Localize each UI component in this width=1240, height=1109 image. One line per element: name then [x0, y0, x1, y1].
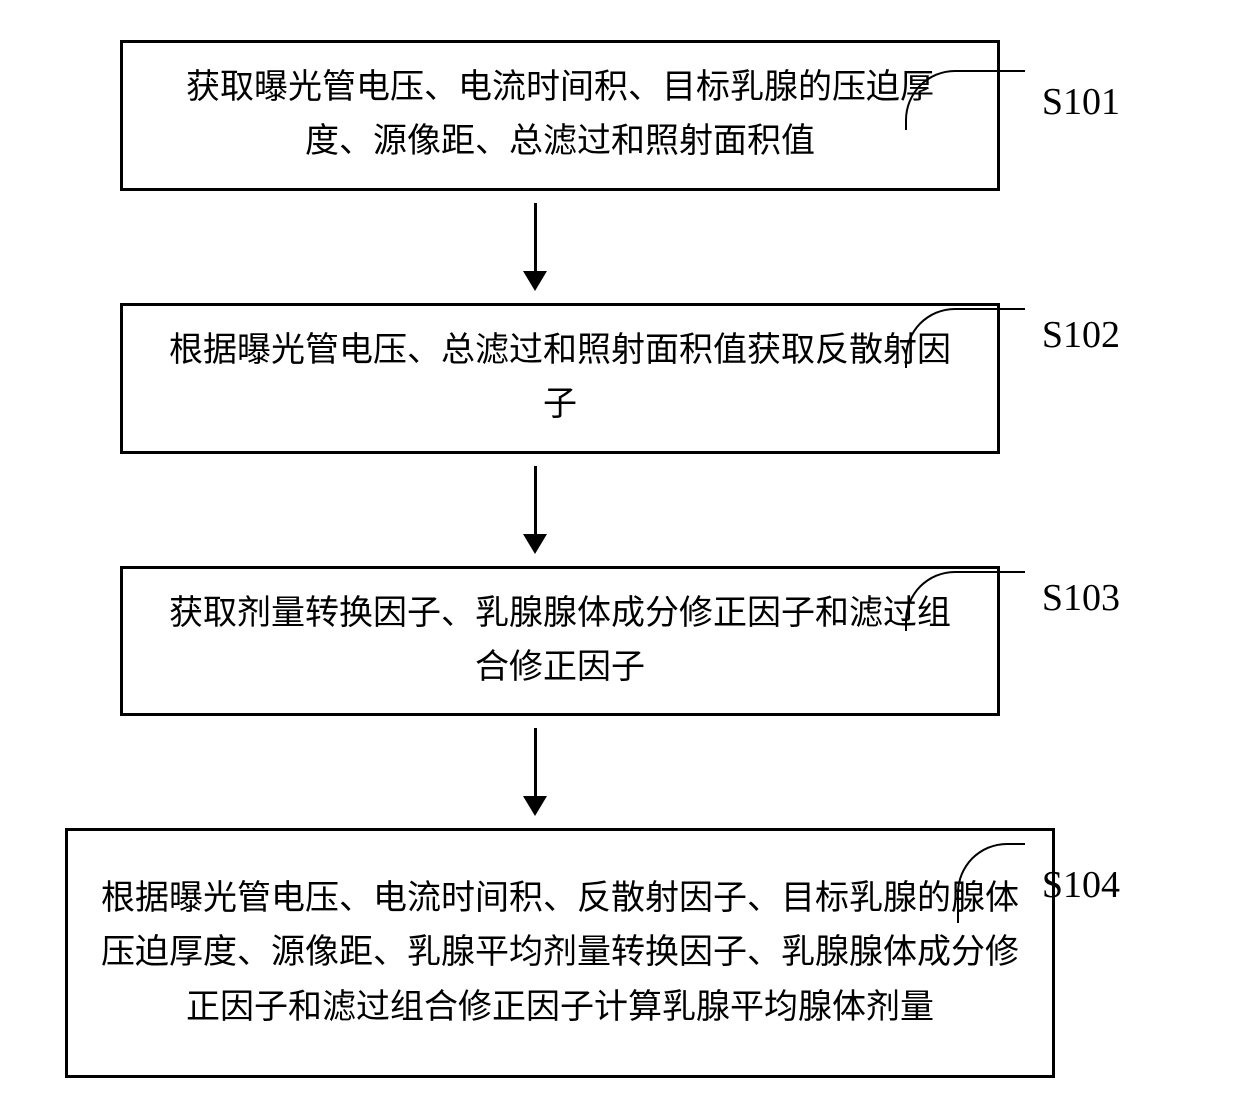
arrow-s102-s103	[523, 466, 547, 554]
step-box-s104: 根据曝光管电压、电流时间积、反散射因子、目标乳腺的腺体压迫厚度、源像距、乳腺平均…	[65, 828, 1055, 1078]
step-container-s103: 获取剂量转换因子、乳腺腺体成分修正因子和滤过组合修正因子 S103	[60, 566, 1180, 717]
arrow-s101-s102	[523, 203, 547, 291]
step-label-s103: S103	[1042, 576, 1120, 620]
arrow-line	[534, 203, 537, 271]
flowchart-container: 获取曝光管电压、电流时间积、目标乳腺的压迫厚度、源像距、总滤过和照射面积值 S1…	[60, 40, 1180, 1078]
arrow-head	[523, 796, 547, 816]
step-label-s104: S104	[1042, 863, 1120, 907]
step-text-s103: 获取剂量转换因子、乳腺腺体成分修正因子和滤过组合修正因子	[153, 587, 967, 696]
step-container-s104: 根据曝光管电压、电流时间积、反散射因子、目标乳腺的腺体压迫厚度、源像距、乳腺平均…	[60, 828, 1180, 1078]
step-container-s102: 根据曝光管电压、总滤过和照射面积值获取反散射因子 S102	[60, 303, 1180, 454]
step-text-s104: 根据曝光管电压、电流时间积、反散射因子、目标乳腺的腺体压迫厚度、源像距、乳腺平均…	[98, 872, 1022, 1035]
step-text-s101: 获取曝光管电压、电流时间积、目标乳腺的压迫厚度、源像距、总滤过和照射面积值	[153, 61, 967, 170]
step-box-s103: 获取剂量转换因子、乳腺腺体成分修正因子和滤过组合修正因子	[120, 566, 1000, 717]
step-box-s102: 根据曝光管电压、总滤过和照射面积值获取反散射因子	[120, 303, 1000, 454]
arrow-head	[523, 534, 547, 554]
arrow-head	[523, 271, 547, 291]
step-label-s101: S101	[1042, 80, 1120, 124]
step-container-s101: 获取曝光管电压、电流时间积、目标乳腺的压迫厚度、源像距、总滤过和照射面积值 S1…	[60, 40, 1180, 191]
arrow-line	[534, 466, 537, 534]
arrow-line	[534, 728, 537, 796]
step-box-s101: 获取曝光管电压、电流时间积、目标乳腺的压迫厚度、源像距、总滤过和照射面积值	[120, 40, 1000, 191]
arrow-s103-s104	[523, 728, 547, 816]
step-text-s102: 根据曝光管电压、总滤过和照射面积值获取反散射因子	[153, 324, 967, 433]
step-label-s102: S102	[1042, 313, 1120, 357]
